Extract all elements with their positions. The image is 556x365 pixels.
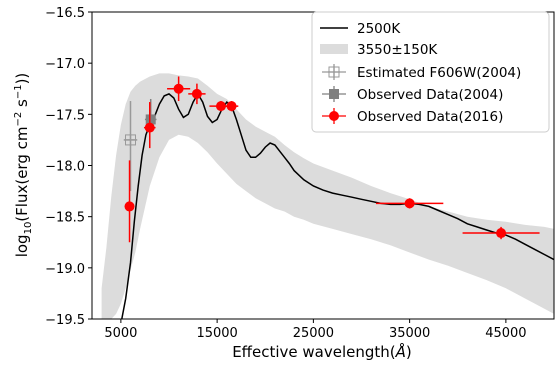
y-tick-label: −17.5 bbox=[45, 108, 85, 123]
y-tick-label: −17.0 bbox=[45, 57, 85, 72]
legend-marker-observed-2016 bbox=[322, 108, 346, 124]
point-marker bbox=[215, 101, 226, 112]
x-axis-ticks: 5000 15000 25000 35000 45000 bbox=[104, 319, 527, 341]
model-band-area bbox=[101, 73, 554, 319]
data-point-2-2 bbox=[167, 76, 191, 102]
data-point-2-5 bbox=[224, 101, 239, 112]
point-marker bbox=[404, 198, 415, 209]
point-marker bbox=[226, 101, 237, 112]
legend-marker-symbol bbox=[329, 89, 339, 99]
x-axis-label: Effective wavelength(Å) bbox=[232, 342, 412, 361]
legend-marker-estimated bbox=[322, 64, 346, 80]
legend-marker-symbol bbox=[328, 66, 340, 78]
data-point-2-7 bbox=[462, 226, 540, 240]
legend-marker-symbol bbox=[329, 111, 339, 121]
y-tick-label: −18.0 bbox=[45, 160, 85, 175]
x-tick-label: 45000 bbox=[485, 326, 526, 341]
x-tick-label: 15000 bbox=[196, 326, 237, 341]
x-tick-label: 25000 bbox=[293, 326, 334, 341]
point-marker bbox=[191, 88, 202, 99]
legend-label-estimated: Estimated F606W(2004) bbox=[357, 65, 521, 81]
point-marker bbox=[145, 114, 156, 125]
y-tick-label: −19.0 bbox=[45, 262, 85, 277]
legend-marker-observed-2004 bbox=[322, 86, 346, 102]
x-tick-label: 5000 bbox=[104, 326, 137, 341]
model-band-layer bbox=[101, 73, 554, 319]
data-points-layer bbox=[123, 76, 540, 243]
point-marker bbox=[173, 83, 184, 94]
point-marker bbox=[496, 228, 507, 239]
data-point-2-1 bbox=[143, 102, 156, 149]
point-marker-box bbox=[125, 134, 136, 146]
point-marker bbox=[144, 122, 155, 133]
y-axis-label: log10(Flux(erg cm−2 s−1)) bbox=[13, 73, 34, 258]
y-tick-label: −19.5 bbox=[45, 313, 85, 328]
legend-label-model-band: 3550±150K bbox=[357, 42, 438, 58]
y-tick-label: −16.5 bbox=[45, 6, 85, 21]
legend-label-model-line: 2500K bbox=[357, 21, 401, 37]
x-tick-label: 35000 bbox=[389, 326, 430, 341]
legend-band-swatch bbox=[320, 44, 348, 54]
point-marker bbox=[124, 133, 137, 146]
point-marker bbox=[124, 201, 135, 212]
legend: 2500K 3550±150K Estimated F606W(2004) Ob… bbox=[311, 11, 550, 133]
data-point-0-0 bbox=[123, 101, 138, 192]
data-point-2-6 bbox=[375, 198, 444, 209]
y-tick-label: −18.5 bbox=[45, 211, 85, 226]
data-point-2-3 bbox=[188, 83, 206, 105]
legend-label-observed-2016: Observed Data(2016) bbox=[357, 109, 503, 125]
y-axis-ticks: −16.5 −17.0 −17.5 −18.0 −18.5 −19.0 −19.5 bbox=[45, 6, 92, 328]
legend-label-observed-2004: Observed Data(2004) bbox=[357, 87, 503, 103]
data-point-2-0 bbox=[124, 160, 135, 243]
model-line-layer bbox=[121, 92, 554, 319]
model-line-2500k bbox=[121, 92, 554, 319]
legend-marker-symbol-box bbox=[328, 66, 340, 78]
legend-box bbox=[311, 11, 550, 133]
